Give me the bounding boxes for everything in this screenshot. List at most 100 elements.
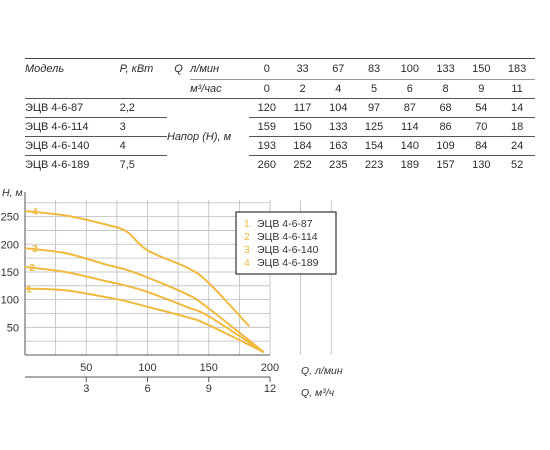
flow-lmin-cell: 183: [499, 58, 535, 80]
y-tick-label: 150: [1, 267, 19, 279]
x2-tick-label: 3: [83, 383, 89, 395]
x2-tick-label: 12: [264, 383, 276, 395]
legend-number-4: 4: [244, 257, 250, 269]
curve-3: [24, 247, 265, 353]
head-cell: 133: [320, 117, 357, 137]
table-row: ЭЦВ 4-6-114 3 159 150 133 125 114 86 70 …: [25, 117, 535, 137]
col-power-header: P, кВт: [119, 58, 167, 80]
head-cell: 54: [475, 102, 488, 114]
head-cell: 159: [248, 117, 285, 137]
head-cell: 125: [356, 117, 392, 137]
unit-m3h: м³/час: [190, 79, 249, 99]
curve-1: [24, 287, 265, 354]
legend-box: [235, 211, 337, 275]
head-cell: 97: [367, 102, 381, 114]
flow-m3h-cell: 4: [320, 79, 357, 99]
head-cell: 52: [499, 155, 535, 174]
x-tick-label: 150: [200, 362, 218, 374]
legend-label-4: ЭЦВ 4-6-189: [257, 257, 319, 269]
head-cell: 260: [248, 155, 285, 174]
flow-lmin-cell: 33: [284, 58, 321, 80]
head-cell: 157: [427, 155, 464, 174]
head-cell: 193: [248, 136, 285, 156]
head-cell: 104: [329, 102, 348, 114]
x2-tick-label: 6: [144, 383, 150, 395]
power-value: 2,2: [119, 102, 135, 114]
power-value: 3: [119, 117, 167, 137]
curve-label-3: 3: [32, 244, 38, 255]
head-cell: 223: [356, 155, 392, 174]
head-cell: 68: [439, 102, 452, 114]
flow-m3h-cell: 6: [391, 79, 428, 99]
power-value: 7,5: [119, 155, 167, 174]
x-axis-label: Q, л/мин: [301, 365, 343, 377]
flow-m3h-cell: 8: [427, 79, 464, 99]
spec-table: Модель P, кВт Q л/мин 0 33 67 83 100 133…: [25, 58, 535, 174]
chart-grid: [25, 200, 332, 355]
y-tick-label: 200: [1, 239, 19, 251]
head-cell: 86: [427, 117, 464, 137]
table-row: ЭЦВ 4-6-189 7,5 260 252 235 223 189 157 …: [25, 155, 535, 174]
x-tick-label: 50: [80, 362, 92, 374]
x-tick-label: 100: [138, 362, 156, 374]
legend-label-1: ЭЦВ 4-6-87: [257, 218, 313, 230]
legend-number-3: 3: [244, 244, 250, 256]
head-cell: 163: [320, 136, 357, 156]
flow-m3h-cell: 5: [356, 79, 392, 99]
head-cell: 189: [391, 155, 428, 174]
flow-lmin-cell: 150: [463, 58, 500, 80]
table-row: ЭЦВ 4-6-87 2,2 Напор (H), м 120 117 104 …: [25, 99, 535, 143]
col-model-header: Модель: [25, 58, 120, 80]
x2-tick-label: 9: [206, 383, 212, 395]
y-tick-label: 100: [1, 295, 19, 307]
chart-legend: 1 ЭЦВ 4-6-87 2 ЭЦВ 4-6-114 3 ЭЦВ 4-6-140 4 ЭЦВ …: [235, 211, 337, 275]
flow-lmin-cell: 67: [320, 58, 357, 80]
head-cell: 150: [284, 117, 321, 137]
flow-lmin-cell: 83: [356, 58, 392, 80]
head-label: Напор (H), м: [166, 130, 232, 143]
flow-m3h-cell: 2: [284, 79, 321, 99]
curve-2: [24, 266, 265, 354]
curve-4: [24, 210, 250, 327]
head-cell: 70: [463, 117, 500, 137]
flow-m3h-cell: 0: [248, 79, 285, 99]
head-cell: 130: [463, 155, 500, 174]
legend-label-3: ЭЦВ 4-6-140: [257, 244, 319, 256]
head-cell: 24: [499, 136, 535, 156]
y-tick-label: 250: [1, 212, 19, 224]
head-cell: 252: [284, 155, 321, 174]
head-cell: 18: [499, 117, 535, 137]
curve-label-1: 1: [26, 285, 32, 296]
head-cell: 14: [510, 102, 524, 114]
model-name: ЭЦВ 4-6-140: [25, 136, 120, 156]
flow-m3h-cell: 11: [499, 79, 535, 99]
x2-axis-label: Q, м³/ч: [301, 387, 335, 399]
y-axis-label: H, м: [2, 187, 23, 199]
y-tick-label: 50: [7, 322, 19, 334]
head-cell: 140: [391, 136, 428, 156]
flow-lmin-cell: 100: [391, 58, 428, 80]
curve-label-2: 2: [29, 263, 35, 274]
head-cell: 117: [293, 102, 312, 114]
head-cell: 154: [356, 136, 392, 156]
legend-number-1: 1: [244, 218, 250, 230]
unit-lmin: л/мин: [190, 58, 249, 80]
head-cell: 184: [284, 136, 321, 156]
flow-lmin-cell: 133: [427, 58, 464, 80]
x-tick-label: 200: [261, 362, 279, 374]
legend-label-2: ЭЦВ 4-6-114: [257, 231, 318, 243]
curve-label-4: 4: [32, 207, 38, 218]
power-value: 4: [119, 136, 167, 156]
model-name: ЭЦВ 4-6-114: [25, 117, 120, 137]
head-cell: 87: [403, 102, 416, 114]
table-row: ЭЦВ 4-6-140 4 193 184 163 154 140 109 84…: [25, 136, 535, 156]
model-name: ЭЦВ 4-6-189: [25, 155, 120, 174]
flow-m3h-cell: 9: [463, 79, 500, 99]
head-cell: 235: [320, 155, 357, 174]
q-symbol: Q: [166, 58, 191, 80]
head-cell: 120: [257, 102, 276, 114]
model-name: ЭЦВ 4-6-87: [25, 102, 84, 114]
